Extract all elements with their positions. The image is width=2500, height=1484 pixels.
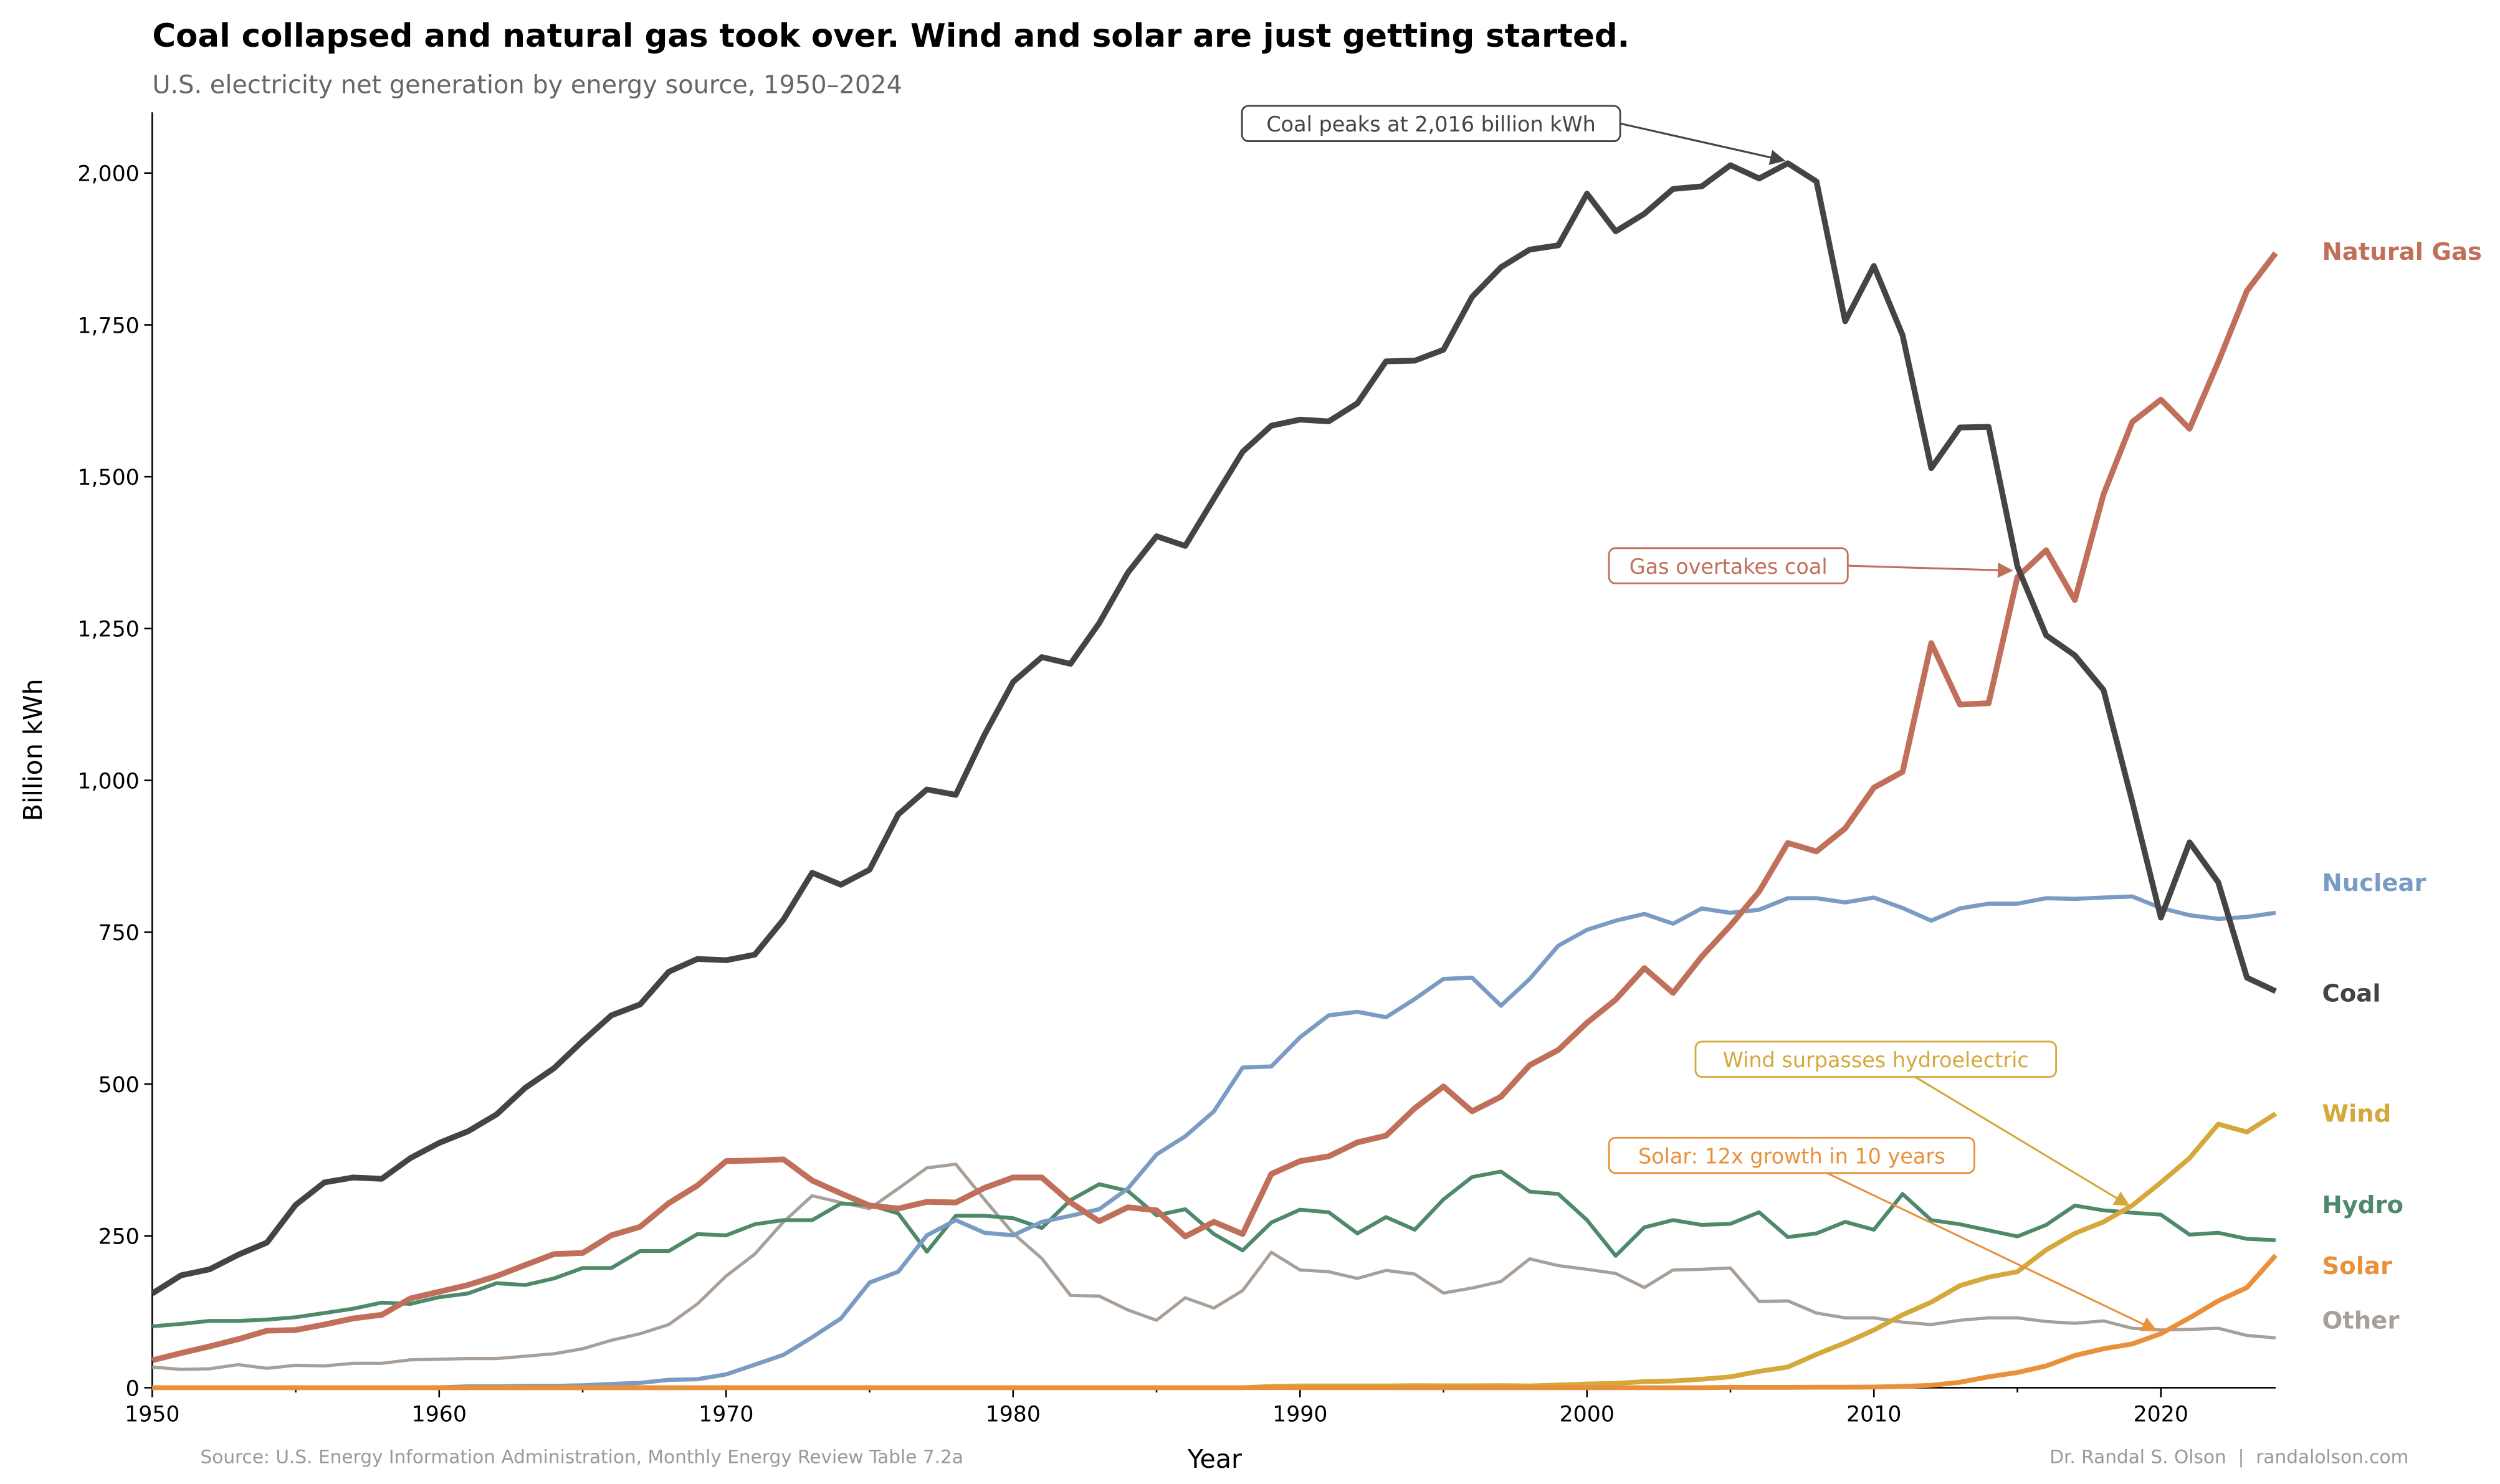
source-note: Source: U.S. Energy Information Administ… (200, 1446, 963, 1467)
annotation-box (1608, 1136, 1975, 1174)
annotation: Gas overtakes coal (1608, 547, 2013, 584)
annotation-arrow (1620, 122, 1786, 165)
annotation-arrow (1848, 562, 2013, 578)
y-tick-label: 500 (98, 1073, 139, 1098)
y-tick-label: 2,000 (77, 162, 139, 187)
y-tick-label: 0 (126, 1376, 140, 1401)
y-tick-label: 250 (98, 1225, 139, 1250)
series-line-hydro (152, 1169, 2276, 1329)
chart-subtitle: U.S. electricity net generation by energ… (152, 70, 902, 99)
annotation: Coal peaks at 2,016 billion kWh (1241, 105, 1786, 165)
x-tick-label: 2000 (1560, 1402, 1615, 1427)
y-tick-label: 1,000 (77, 769, 139, 794)
annotation-box (1694, 1040, 2058, 1078)
x-tick-label: 1990 (1272, 1402, 1327, 1427)
annotation-arrow (1914, 1076, 2130, 1206)
annotation-text: Coal peaks at 2,016 billion kWh (1266, 112, 1596, 136)
y-tick-label: 750 (98, 921, 139, 946)
series-labels: Coal Natural Gas Nuclear Wind Hydro Solar Othe… (2322, 238, 2483, 1334)
x-tick-label: 1980 (986, 1402, 1041, 1427)
annotation-box (1241, 105, 1621, 142)
series-label-other: Other (2322, 1306, 2400, 1334)
y-tick-label: 1,750 (77, 313, 139, 338)
annotation: Solar: 12x growth in 10 years (1608, 1136, 2157, 1331)
credit-note: Dr. Randal S. Olson | randalolson.com (2049, 1446, 2408, 1468)
y-tick-label: 1,250 (77, 617, 139, 642)
series-line-coal (150, 160, 2277, 1296)
x-axis-label: Year (1187, 1444, 1242, 1474)
series-label-hydro: Hydro (2322, 1191, 2404, 1219)
y-axis-label: Billion kWh (18, 678, 48, 821)
series-label-coal: Coal (2322, 980, 2381, 1008)
annotation-text: Gas overtakes coal (1629, 554, 1828, 579)
series-line-other (152, 1163, 2276, 1371)
series-lines (150, 160, 2278, 1391)
chart-title: Coal collapsed and natural gas took over… (152, 17, 1629, 55)
x-tick-label: 2010 (1846, 1402, 1901, 1427)
series-label-wind: Wind (2322, 1100, 2392, 1128)
series-line-natural-gas (151, 251, 2278, 1363)
series-label-nuclear: Nuclear (2322, 869, 2426, 897)
x-tick-label: 1970 (699, 1402, 753, 1427)
y-tick-label: 1,500 (77, 465, 139, 490)
x-tick-label: 2020 (2134, 1402, 2188, 1427)
series-line-solar (152, 1253, 2278, 1391)
series-label-natural-gas: Natural Gas (2322, 238, 2483, 266)
annotations: Coal peaks at 2,016 billion kWh Gas overt… (1241, 105, 2157, 1331)
annotation-box (1608, 547, 1849, 584)
x-tick-label: 1950 (125, 1402, 179, 1427)
annotation-text: Solar: 12x growth in 10 years (1638, 1144, 1945, 1168)
annotation-arrow (1826, 1172, 2157, 1331)
annotation: Wind surpasses hydroelectric (1694, 1040, 2130, 1206)
x-tick-label: 1960 (412, 1402, 467, 1427)
series-label-solar: Solar (2322, 1252, 2393, 1280)
annotation-text: Wind surpasses hydroelectric (1723, 1048, 2029, 1072)
